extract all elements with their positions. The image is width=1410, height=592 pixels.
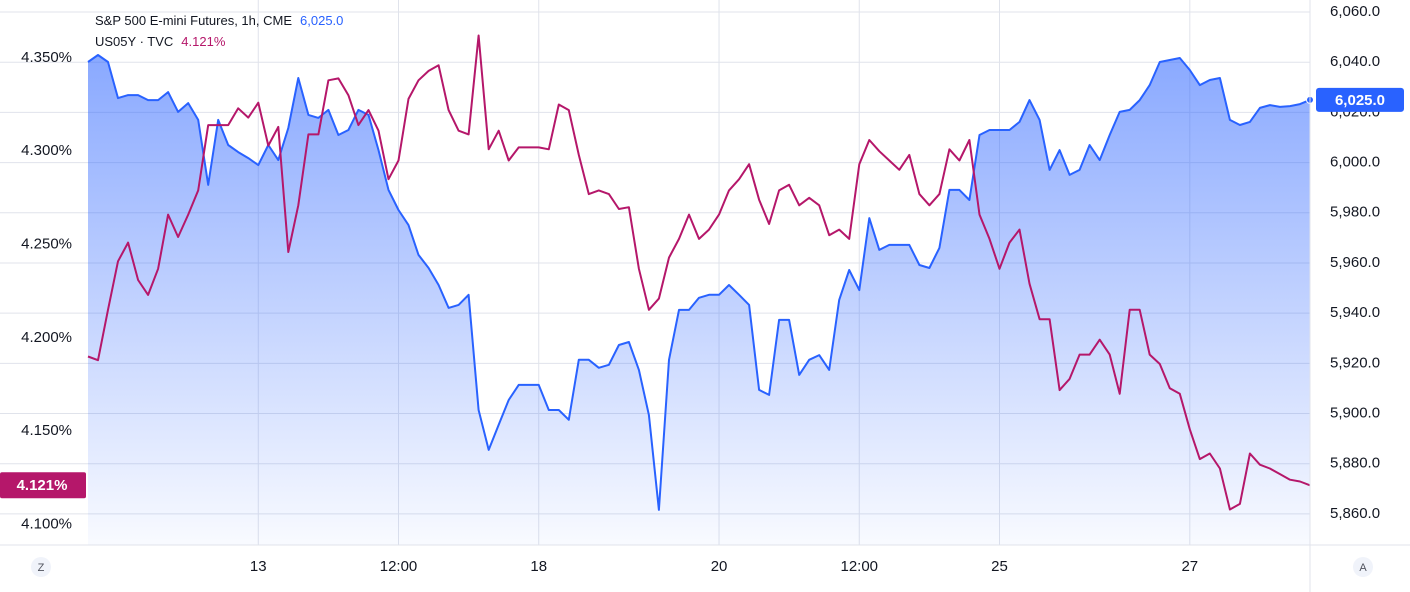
y2-tick-label: 5,860.0 [1330, 505, 1380, 522]
x-tick-label: 13 [250, 558, 267, 575]
legend-value: 4.121% [181, 34, 226, 49]
y2-tick-label: 5,880.0 [1330, 455, 1380, 472]
legend-entry: US05Y · TVC 4.121% [95, 34, 226, 49]
area [88, 55, 1310, 545]
price-badge-label: 4.121% [17, 477, 68, 494]
legend-entry: S&P 500 E-mini Futures, 1h, CME 6,025.0 [95, 13, 343, 28]
y2-tick-label: 5,960.0 [1330, 254, 1380, 271]
x-tick-label: 20 [711, 558, 728, 575]
legend-value: 6,025.0 [300, 13, 343, 28]
y2-tick-label: 5,920.0 [1330, 354, 1380, 371]
labels: 5,860.0 5,880.0 5,900.0 5,920.0 5,940.0 5,960… [0, 3, 1404, 575]
axis-button[interactable] [1353, 557, 1373, 577]
legend-name: US05Y · TVC [95, 34, 173, 49]
x-tick-label: 12:00 [840, 558, 878, 575]
y2-tick-label: 5,980.0 [1330, 204, 1380, 221]
line [87, 54, 1311, 511]
price-badge-label: 6,025.0 [1335, 92, 1385, 109]
y2-tick-label: 5,940.0 [1330, 304, 1380, 321]
axis-button-label[interactable]: Z [38, 562, 45, 574]
y-tick-label: 4.350% [21, 49, 72, 66]
line [87, 34, 1311, 511]
legend: S&P 500 E-mini Futures, 1h, CME 6,025.0 U… [95, 13, 343, 49]
y2-tick-label: 6,040.0 [1330, 53, 1380, 70]
y2-tick-label: 5,900.0 [1330, 404, 1380, 421]
price-badge [1316, 87, 1404, 112]
y-tick-label: 4.150% [21, 422, 72, 439]
price-badge [0, 472, 86, 499]
y2-tick-label: 6,000.0 [1330, 154, 1380, 171]
legend-name: S&P 500 E-mini Futures, 1h, CME [95, 13, 292, 28]
x-tick-label: 12:00 [380, 558, 418, 575]
axis-button-label[interactable]: A [1359, 562, 1367, 574]
y-tick-label: 4.250% [21, 235, 72, 252]
x-tick-label: 18 [530, 558, 547, 575]
y-tick-label: 4.300% [21, 142, 72, 159]
y-tick-label: 4.200% [21, 329, 72, 346]
x-tick-label: 27 [1181, 558, 1198, 575]
y-tick-label: 4.100% [21, 515, 72, 532]
y2-tick-label: 6,060.0 [1330, 3, 1380, 20]
axis-button[interactable] [31, 557, 51, 577]
x-tick-label: 25 [991, 558, 1008, 575]
